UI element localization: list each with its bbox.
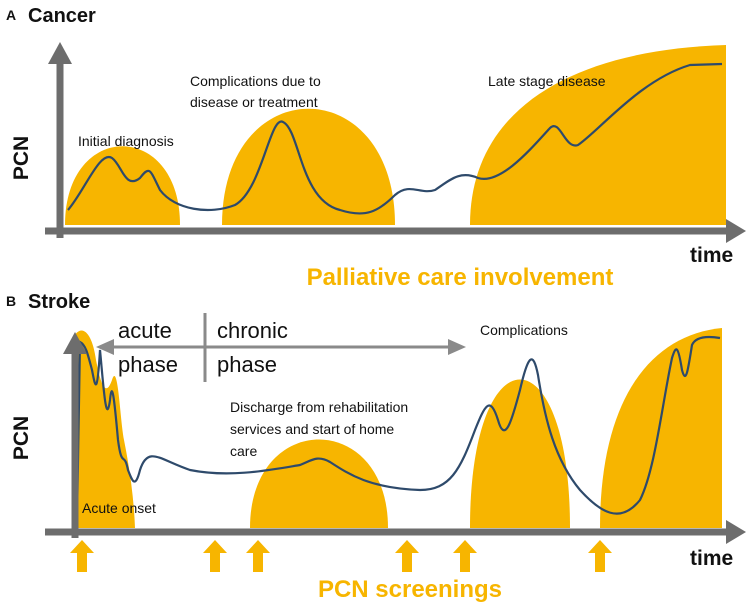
y-axis-label: PCN xyxy=(10,416,33,460)
caption: PCN screenings xyxy=(318,576,502,603)
hump xyxy=(470,45,726,225)
axis-arrowhead xyxy=(48,42,72,64)
axis-arrowhead xyxy=(63,332,87,354)
phase-label: phase xyxy=(217,352,277,377)
hump xyxy=(470,379,570,528)
annotation: Late stage disease xyxy=(488,73,606,89)
annotation: Complications due to xyxy=(190,73,321,89)
hump xyxy=(222,108,395,225)
annotation: disease or treatment xyxy=(190,94,318,110)
screening-arrows xyxy=(70,540,612,572)
caption: Palliative care involvement xyxy=(307,264,614,291)
x-axis-label: time xyxy=(690,547,733,570)
axis-arrowhead xyxy=(726,520,746,544)
x-axis-label: time xyxy=(690,244,733,267)
annotation: services and start of home xyxy=(230,421,394,437)
hump xyxy=(600,328,722,528)
panel-label: B xyxy=(6,293,16,309)
screening-arrow xyxy=(588,540,612,572)
annotation: Initial diagnosis xyxy=(78,133,174,149)
screening-arrow xyxy=(453,540,477,572)
annotation: Discharge from rehabilitation xyxy=(230,399,408,415)
panel-title: Stroke xyxy=(28,291,90,313)
y-axis-label: PCN xyxy=(10,136,33,180)
axis-arrowhead xyxy=(726,219,746,243)
screening-arrow xyxy=(70,540,94,572)
annotation: Acute onset xyxy=(82,500,156,516)
screening-arrow xyxy=(246,540,270,572)
hump xyxy=(72,330,135,528)
phase-label: phase xyxy=(118,352,178,377)
pcn-curve xyxy=(67,62,723,215)
hump xyxy=(65,146,180,225)
annotation: Complications xyxy=(480,322,568,338)
hump xyxy=(250,439,388,528)
phase-label: chronic xyxy=(217,318,288,343)
screening-arrow xyxy=(203,540,227,572)
screening-arrow xyxy=(395,540,419,572)
panel-label: A xyxy=(6,7,16,23)
panel-title: Cancer xyxy=(28,5,96,27)
phase-label: acute xyxy=(118,318,172,343)
annotation: care xyxy=(230,443,257,459)
pcn-curve xyxy=(75,335,721,521)
